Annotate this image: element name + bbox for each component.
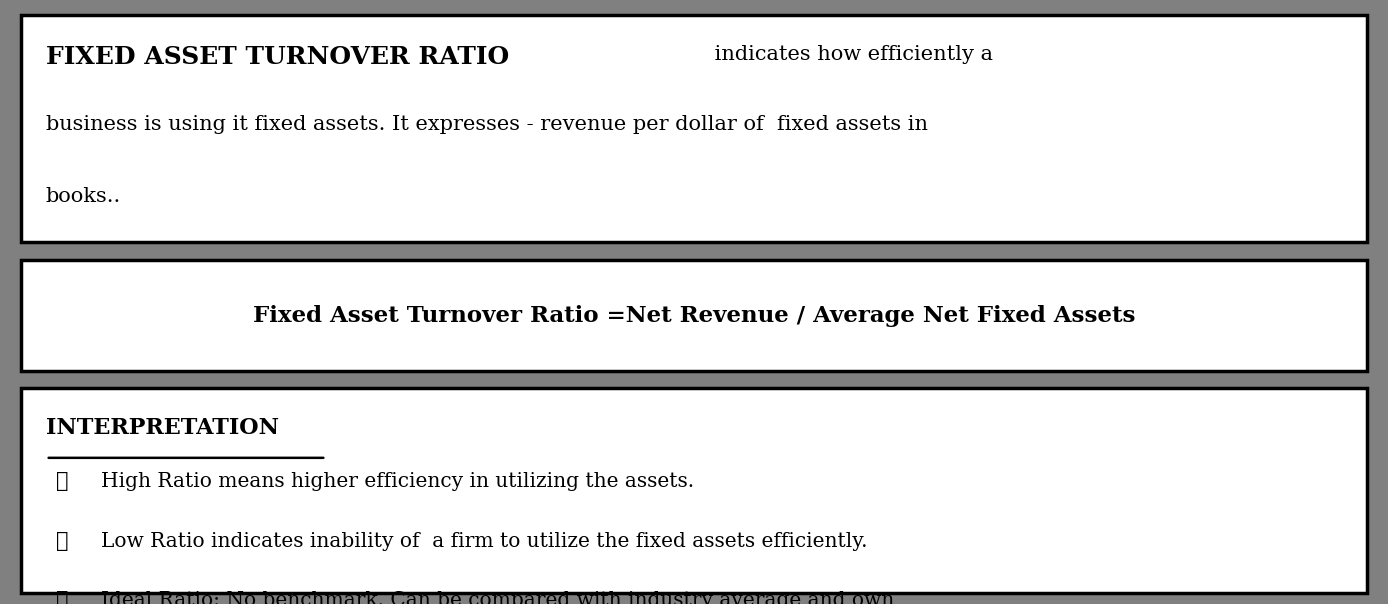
Text: ✓: ✓ bbox=[56, 591, 68, 604]
Text: Ideal Ratio: No benchmark. Can be compared with industry average and own: Ideal Ratio: No benchmark. Can be compar… bbox=[101, 591, 895, 604]
FancyBboxPatch shape bbox=[21, 388, 1367, 593]
Text: High Ratio means higher efficiency in utilizing the assets.: High Ratio means higher efficiency in ut… bbox=[101, 472, 694, 491]
Text: indicates how efficiently a: indicates how efficiently a bbox=[708, 45, 992, 64]
Text: Fixed Asset Turnover Ratio =Net Revenue / Average Net Fixed Assets: Fixed Asset Turnover Ratio =Net Revenue … bbox=[253, 304, 1135, 327]
Text: books..: books.. bbox=[46, 187, 121, 206]
Text: business is using it fixed assets. It expresses - revenue per dollar of  fixed a: business is using it fixed assets. It ex… bbox=[46, 115, 927, 133]
Text: INTERPRETATION: INTERPRETATION bbox=[46, 417, 279, 439]
Text: ✓: ✓ bbox=[56, 532, 68, 550]
Text: Low Ratio indicates inability of  a firm to utilize the fixed assets efficiently: Low Ratio indicates inability of a firm … bbox=[101, 532, 868, 550]
Text: ✓: ✓ bbox=[56, 472, 68, 491]
FancyBboxPatch shape bbox=[21, 260, 1367, 371]
Text: FIXED ASSET TURNOVER RATIO: FIXED ASSET TURNOVER RATIO bbox=[46, 45, 509, 69]
FancyBboxPatch shape bbox=[21, 15, 1367, 242]
